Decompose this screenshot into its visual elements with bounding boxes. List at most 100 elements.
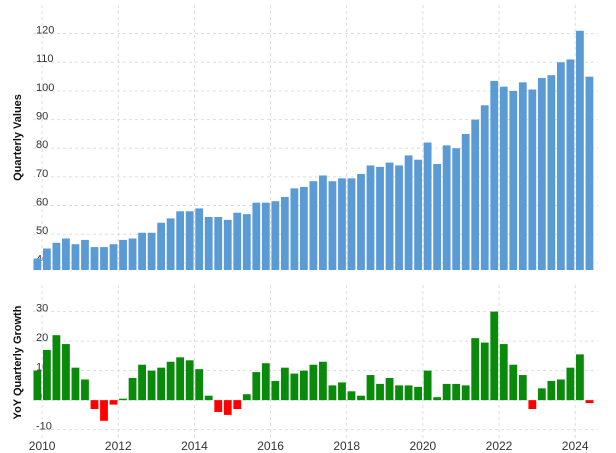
bar (576, 354, 584, 401)
bar (385, 162, 394, 270)
bar (366, 375, 375, 401)
bar (185, 360, 194, 401)
bar (347, 391, 356, 401)
bar (147, 370, 156, 401)
bar (62, 344, 70, 401)
bar (157, 367, 166, 401)
bar (166, 361, 175, 401)
bar (528, 89, 537, 270)
bar (233, 212, 242, 270)
bar (518, 375, 527, 401)
bar (366, 165, 375, 270)
bar (490, 311, 499, 401)
bar (585, 76, 594, 271)
bar (585, 400, 594, 404)
bar (328, 385, 337, 401)
bar (499, 344, 508, 401)
bar (442, 383, 451, 401)
y-tick-label: -10 (36, 421, 52, 433)
bar (338, 382, 346, 401)
bar (499, 86, 508, 270)
x-tick-label: 2012 (105, 439, 132, 453)
bar (166, 218, 175, 270)
bar (385, 378, 394, 401)
bar (195, 208, 204, 270)
bar (576, 30, 584, 270)
bar (357, 174, 365, 270)
x-tick-label: 2016 (257, 439, 284, 453)
bar (42, 248, 51, 270)
bar (509, 90, 518, 270)
bar (261, 363, 270, 401)
bar (71, 244, 80, 270)
bar (242, 394, 251, 401)
bar (338, 178, 346, 270)
bar (204, 217, 213, 270)
bar (347, 178, 356, 270)
bar (376, 383, 384, 401)
bar (547, 380, 556, 401)
bar (395, 165, 403, 270)
bar (309, 364, 318, 401)
bar (461, 385, 470, 401)
y-tick-label: 110 (36, 53, 54, 65)
bar (404, 155, 413, 270)
bar (128, 378, 137, 401)
y-tick-label: 20 (36, 332, 48, 344)
bar (423, 142, 432, 270)
bar (204, 395, 213, 401)
x-tick-label: 2022 (486, 439, 513, 453)
x-tick-label: 2020 (410, 439, 437, 453)
y-tick-label: 60 (36, 196, 48, 208)
bar (480, 342, 489, 401)
y-tick-label: 90 (36, 111, 48, 123)
bar (299, 370, 308, 401)
y-tick-label: 80 (36, 139, 48, 151)
bar (138, 364, 146, 401)
y-tick-label: 30 (36, 302, 48, 314)
bar (414, 386, 423, 401)
y-axis-title: Quarterly Values (12, 94, 24, 181)
x-tick-label: 2010 (29, 439, 56, 453)
bar (299, 186, 308, 270)
x-tick-label: 2018 (333, 439, 360, 453)
bar (90, 400, 99, 409)
bar (185, 211, 194, 270)
bar (433, 164, 442, 270)
bar (138, 232, 146, 270)
bar (442, 145, 451, 270)
bar (128, 238, 137, 270)
bar (52, 335, 61, 401)
bar (395, 385, 403, 401)
bar (556, 62, 565, 270)
bar (528, 400, 537, 409)
y-tick-label: 120 (36, 25, 54, 37)
bar (547, 75, 556, 271)
bar (62, 238, 70, 270)
bar (471, 338, 480, 401)
bar (518, 82, 527, 270)
y-tick-label: 50 (36, 225, 48, 237)
bar (81, 379, 89, 401)
bar (376, 166, 384, 270)
bar (309, 181, 318, 270)
bar (357, 395, 365, 401)
bar (319, 361, 327, 401)
bar (537, 78, 546, 271)
bar (252, 372, 261, 401)
bar (252, 202, 261, 270)
bar (90, 247, 99, 270)
bar (223, 400, 232, 415)
bar (290, 188, 299, 270)
bar (147, 232, 156, 270)
bar (404, 385, 413, 401)
bar (33, 258, 42, 270)
bar (509, 364, 518, 401)
y-tick-label: 100 (36, 82, 54, 94)
bar (290, 373, 299, 401)
bar (423, 370, 432, 401)
bar (214, 217, 223, 270)
bar (33, 370, 42, 401)
bar (71, 367, 80, 401)
